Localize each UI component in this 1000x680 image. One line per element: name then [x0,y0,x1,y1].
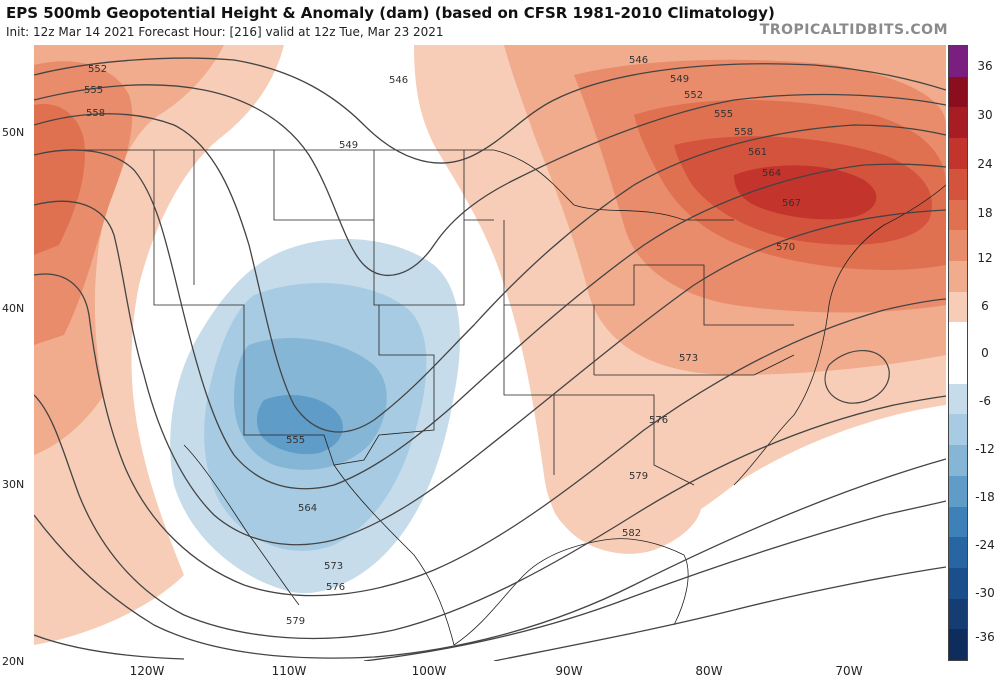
colorbar-label: 0 [981,346,989,360]
contour-label: 549 [670,74,689,85]
colorbar-label: -36 [975,630,995,644]
contour-label: 576 [326,582,345,593]
colorbar-label: 18 [977,206,993,220]
map-panel: 552 555 558 546 546 549 549 552 555 558 … [34,45,946,661]
contour-label: 555 [84,85,103,96]
contour-label: 549 [339,140,358,151]
colorbar-label: 24 [977,157,993,171]
contour-label: 555 [286,435,305,446]
anomaly-warm-gulf [549,470,702,554]
contour-label: 573 [679,353,698,364]
contour-label: 570 [776,242,795,253]
map-svg: 552 555 558 546 546 549 549 552 555 558 … [34,45,946,661]
lon-label: 120W [129,664,165,678]
contour-label: 579 [629,471,648,482]
contour-label: 558 [86,108,105,119]
chart-subtitle: Init: 12z Mar 14 2021 Forecast Hour: [21… [6,25,444,39]
colorbar-swatch [949,475,967,507]
colorbar-swatch [949,260,967,292]
colorbar-label: -6 [979,394,991,408]
anomaly-warm-northeast-6 [734,165,877,220]
contour-label: 561 [748,147,767,158]
colorbar-swatch [949,76,967,108]
colorbar-swatch [949,598,967,630]
political-borders [84,149,946,646]
colorbar-swatch [949,46,967,77]
colorbar-swatch [949,383,967,415]
colorbar-swatch [949,567,967,599]
lon-label: 80W [695,664,723,678]
colorbar-swatch [949,291,967,323]
chart-title: EPS 500mb Geopotential Height & Anomaly … [6,4,775,22]
lat-label: 50N [2,126,25,139]
colorbar-swatch [949,199,967,231]
colorbar-swatch [949,107,967,139]
colorbar-label: -30 [975,586,995,600]
anomaly-warm-northwest-4 [34,104,85,255]
contour-label: 582 [622,528,641,539]
colorbar-swatch [949,138,967,169]
colorbar-label: -18 [975,490,995,504]
lon-label: 110W [271,664,307,678]
colorbar-swatch [949,445,967,476]
lat-label: 40N [2,302,25,315]
contour-label: 579 [286,616,305,627]
colorbar-swatch [949,322,967,354]
colorbar [948,45,968,661]
colorbar-label: -12 [975,442,995,456]
contour-label: 573 [324,561,343,572]
lat-label: 20N [2,655,25,668]
colorbar-swatch [949,629,967,661]
height-contours [34,57,946,661]
contour-label: 555 [714,109,733,120]
colorbar-swatch [949,537,967,568]
lat-label: 30N [2,478,25,491]
colorbar-label: 30 [977,108,993,122]
contour-label: 552 [88,64,107,75]
colorbar-label: 36 [977,59,993,73]
colorbar-swatch [949,230,967,261]
colorbar-swatch [949,506,967,538]
colorbar-swatch [949,414,967,446]
colorbar-swatch [949,168,967,200]
lon-label: 90W [555,664,583,678]
contour-label-group: 552 555 558 546 546 549 549 552 555 558 … [84,55,801,627]
contour-label: 558 [734,127,753,138]
atlantic-closed-contour [824,350,890,404]
contour-label: 576 [649,415,668,426]
contour-label: 546 [629,55,648,66]
colorbar-swatch [949,353,967,384]
lon-label: 100W [411,664,447,678]
colorbar-label: 6 [981,299,989,313]
anomaly-cool-southwest-4 [256,395,343,455]
contour-label: 564 [762,168,781,179]
brand-watermark: TROPICALTIDBITS.COM [759,22,948,38]
contour-label: 564 [298,503,317,514]
colorbar-label: -24 [975,538,995,552]
contour-label: 552 [684,90,703,101]
lon-label: 70W [835,664,863,678]
colorbar-label: 12 [977,251,993,265]
contour-label: 567 [782,198,801,209]
contour-label: 546 [389,75,408,86]
